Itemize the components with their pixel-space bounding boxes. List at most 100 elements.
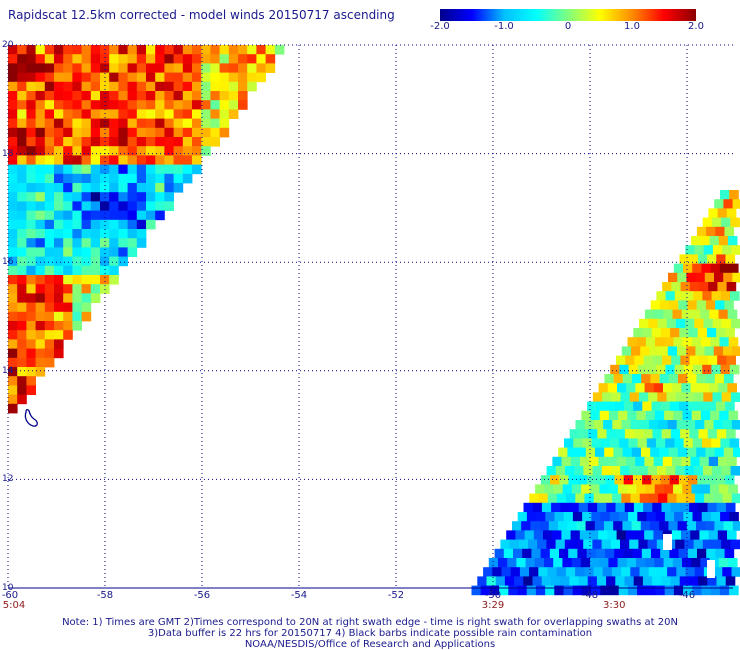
data-cell	[732, 346, 740, 356]
data-cell	[100, 63, 110, 73]
data-cell	[127, 155, 138, 165]
data-cell	[685, 318, 695, 329]
data-cell	[81, 137, 92, 147]
data-cell	[714, 199, 724, 209]
data-cell	[63, 275, 73, 285]
data-cell	[35, 339, 46, 349]
data-cell	[192, 54, 202, 64]
data-cell	[17, 385, 27, 395]
data-cell	[63, 137, 73, 147]
data-cell	[173, 183, 184, 193]
data-cell	[719, 410, 729, 421]
data-cell	[219, 118, 230, 129]
data-cell	[691, 410, 702, 421]
data-cell	[164, 201, 174, 211]
data-cell	[118, 118, 128, 129]
data-cell	[72, 201, 82, 211]
data-cell	[26, 201, 36, 211]
data-cell	[164, 100, 174, 110]
data-cell	[26, 376, 36, 386]
data-cell	[201, 54, 211, 64]
data-cell	[581, 484, 591, 494]
data-cell	[648, 493, 659, 504]
data-cell	[136, 238, 147, 248]
gridlines	[7, 44, 733, 589]
data-cell	[712, 245, 723, 255]
data-cell	[642, 576, 653, 586]
data-cell	[100, 127, 110, 138]
data-cell	[568, 548, 578, 559]
data-cell	[693, 291, 703, 301]
data-cell	[109, 192, 119, 202]
data-cell	[586, 475, 597, 485]
data-cell	[604, 447, 614, 458]
data-cell	[164, 91, 174, 101]
data-cell	[499, 585, 509, 596]
data-cell	[35, 219, 46, 230]
data-cell	[507, 558, 517, 568]
data-cell	[54, 265, 64, 276]
data-cell	[569, 429, 580, 439]
data-cell	[723, 346, 733, 356]
data-cell	[44, 192, 55, 202]
data-cell	[596, 401, 606, 412]
data-cell	[706, 226, 716, 237]
data-cell	[26, 91, 36, 101]
data-cell	[54, 256, 64, 267]
data-cell	[560, 576, 570, 586]
data-cell	[635, 530, 645, 540]
data-cell	[17, 81, 27, 92]
data-cell	[256, 54, 266, 64]
data-cell	[700, 558, 710, 568]
data-cell	[714, 374, 725, 384]
data-cell	[8, 91, 18, 101]
data-cell	[100, 54, 110, 64]
data-cell	[90, 247, 101, 257]
data-cell	[615, 502, 626, 513]
data-cell	[17, 137, 27, 147]
data-cell	[63, 155, 73, 165]
data-cell	[729, 585, 739, 596]
data-cell	[118, 183, 128, 193]
data-cell	[8, 238, 18, 248]
data-cell	[624, 576, 635, 586]
data-cell	[81, 91, 92, 101]
data-cell	[636, 484, 646, 494]
data-cell	[44, 45, 55, 55]
data-cell	[685, 420, 696, 430]
data-cell	[17, 302, 27, 313]
data-cell	[164, 54, 174, 64]
data-cell	[90, 91, 101, 101]
data-cell	[645, 337, 656, 347]
data-cell	[693, 466, 704, 476]
data-cell	[182, 164, 193, 175]
data-cell	[661, 502, 672, 513]
data-cell	[712, 539, 722, 550]
data-cell	[531, 548, 541, 559]
data-cell	[35, 265, 46, 276]
data-cell	[26, 275, 36, 285]
data-cell	[35, 311, 46, 322]
data-cell	[561, 530, 571, 540]
data-cell	[35, 81, 46, 92]
data-cell	[646, 512, 657, 522]
data-cell	[54, 330, 64, 340]
data-cell	[558, 521, 568, 531]
data-cell	[691, 337, 702, 347]
data-cell	[696, 447, 706, 458]
data-cell	[136, 137, 147, 147]
data-cell	[560, 502, 570, 513]
data-cell	[680, 282, 691, 292]
data-cell	[8, 385, 18, 395]
data-cell	[724, 226, 735, 237]
data-cell	[155, 164, 165, 175]
data-cell	[35, 238, 46, 248]
data-cell	[81, 127, 92, 138]
data-cell	[549, 548, 560, 559]
data-cell	[554, 512, 565, 522]
data-cell	[732, 272, 740, 283]
data-cell	[690, 530, 700, 540]
data-cell	[703, 466, 713, 476]
data-cell	[72, 72, 82, 83]
data-cell	[63, 192, 73, 202]
